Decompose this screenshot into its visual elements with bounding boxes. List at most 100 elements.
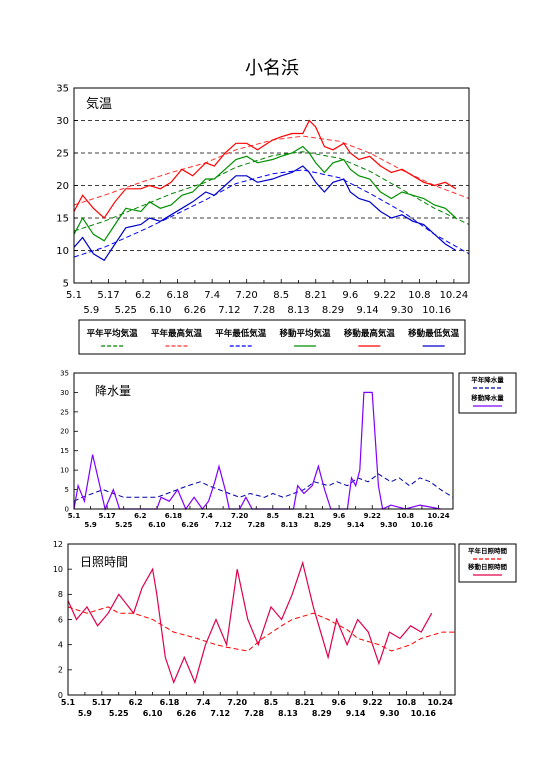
x-tick-label: 5.25	[109, 709, 129, 718]
x-tick-label: 8.5	[267, 512, 280, 520]
y-tick-label: 10	[60, 467, 69, 475]
y-tick-label: 35	[56, 84, 69, 95]
chart-title: 降水量	[95, 384, 131, 398]
x-tick-label: 10.16	[411, 521, 433, 529]
x-tick-label: 10.8	[396, 698, 416, 707]
series-line-temperature-3	[73, 145, 457, 242]
series-line-sunshine-0	[67, 606, 455, 652]
x-tick-label: 7.12	[210, 709, 230, 718]
x-tick-label: 9.22	[374, 290, 396, 301]
y-tick-label: 20	[60, 428, 69, 436]
x-tick-label: 9.6	[333, 512, 346, 520]
series-line-sunshine-1	[67, 560, 433, 685]
y-tick-label: 6	[58, 615, 63, 624]
x-tick-label: 10.8	[408, 290, 430, 301]
x-tick-label: 5.1	[61, 698, 76, 707]
y-tick-label: 35	[60, 369, 69, 377]
series-line-temperature-2	[73, 169, 470, 258]
x-tick-label: 6.10	[148, 521, 165, 529]
legend-label: 平年平均気温	[87, 328, 139, 339]
x-tick-label: 10.24	[427, 512, 449, 520]
x-tick-label: 8.21	[297, 512, 314, 520]
legend-label: 平年最高気温	[151, 328, 203, 339]
x-tick-label: 7.28	[253, 305, 275, 316]
x-tick-label: 5.25	[115, 305, 137, 316]
series-line-precipitation-1	[73, 391, 441, 511]
legend-label: 移動降水量	[471, 393, 504, 402]
x-tick-label: 6.2	[134, 512, 147, 520]
plot-frame	[73, 87, 470, 284]
y-tick-label: 5	[65, 486, 69, 494]
plot-frame	[67, 543, 456, 696]
legend: 平年平均気温 平年最高気温 平年最低気温 移動平均気温 移動最高気温 移動最低気温	[78, 319, 466, 355]
x-tick-label: 9.30	[391, 305, 413, 316]
legend-label: 平年最低気温	[215, 328, 267, 339]
x-tick-label: 7.20	[236, 290, 258, 301]
x-tick-label: 9.14	[356, 305, 378, 316]
x-tick-label: 8.29	[322, 305, 344, 316]
x-tick-label: 7.20	[227, 698, 247, 707]
x-tick-label: 10.24	[428, 698, 454, 707]
x-tick-label: 6.26	[181, 521, 198, 529]
x-tick-label: 6.10	[143, 709, 163, 718]
y-tick-label: 15	[60, 447, 69, 455]
x-tick-label: 8.13	[287, 305, 309, 316]
x-tick-label: 9.14	[347, 521, 364, 529]
x-tick-label: 8.21	[295, 698, 315, 707]
legend-box	[78, 319, 466, 355]
x-tick-label: 10.24	[440, 290, 469, 301]
x-tick-label: 6.18	[166, 290, 188, 301]
series-line-temperature-5	[73, 165, 457, 262]
x-tick-label: 5.25	[115, 521, 132, 529]
y-tick-label: 5	[63, 279, 69, 290]
series-line-temperature-4	[73, 119, 457, 219]
y-tick-label: 12	[53, 540, 63, 549]
y-tick-label: 8	[58, 590, 63, 599]
temperature-chart: 5 10 15 20 25 30 35 5.1 5.17 6.2 6.18 7.4 7.20 8.5 8.2…	[56, 84, 470, 355]
legend-label: 移動日照時間	[468, 562, 508, 571]
legend-label: 平年日照時間	[468, 546, 508, 555]
y-tick-label: 0	[65, 505, 69, 513]
x-tick-label: 8.5	[264, 698, 279, 707]
series-line-temperature-0	[73, 151, 470, 232]
x-tick-label: 10.16	[422, 305, 451, 316]
y-tick-label: 20	[56, 181, 69, 192]
x-tick-label: 5.1	[66, 290, 82, 301]
x-tick-label: 5.9	[78, 709, 93, 718]
x-tick-label: 7.28	[248, 521, 265, 529]
x-tick-label: 6.2	[129, 698, 143, 707]
legend-label: 移動最低気温	[408, 328, 460, 339]
x-tick-label: 7.28	[244, 709, 264, 718]
y-tick-label: 15	[56, 214, 69, 225]
x-tick-label: 9.30	[380, 521, 397, 529]
x-tick-label: 9.22	[363, 698, 383, 707]
x-tick-label: 9.6	[342, 290, 358, 301]
x-tick-label: 7.12	[214, 521, 231, 529]
y-tick-label: 0	[58, 691, 63, 700]
y-tick-label: 30	[60, 389, 69, 397]
x-tick-label: 6.26	[177, 709, 197, 718]
x-tick-label: 8.13	[278, 709, 298, 718]
x-tick-label: 10.16	[411, 709, 437, 718]
chart-title: 日照時間	[80, 555, 128, 569]
legend-label: 移動平均気温	[280, 328, 332, 339]
x-tick-label: 5.9	[83, 305, 99, 316]
chart-title: 気温	[86, 96, 112, 112]
series-line-precipitation-0	[73, 473, 454, 502]
plot-frame	[73, 372, 454, 510]
x-tick-label: 6.26	[184, 305, 206, 316]
x-tick-label: 8.13	[281, 521, 298, 529]
y-tick-label: 10	[53, 565, 63, 574]
x-tick-label: 5.17	[92, 698, 112, 707]
page-title: 小名浜	[245, 58, 299, 79]
x-tick-label: 5.1	[68, 512, 81, 520]
y-tick-label: 2	[58, 666, 63, 675]
y-tick-label: 25	[60, 408, 69, 416]
y-tick-label: 30	[56, 116, 69, 127]
y-tick-label: 10	[56, 246, 69, 257]
